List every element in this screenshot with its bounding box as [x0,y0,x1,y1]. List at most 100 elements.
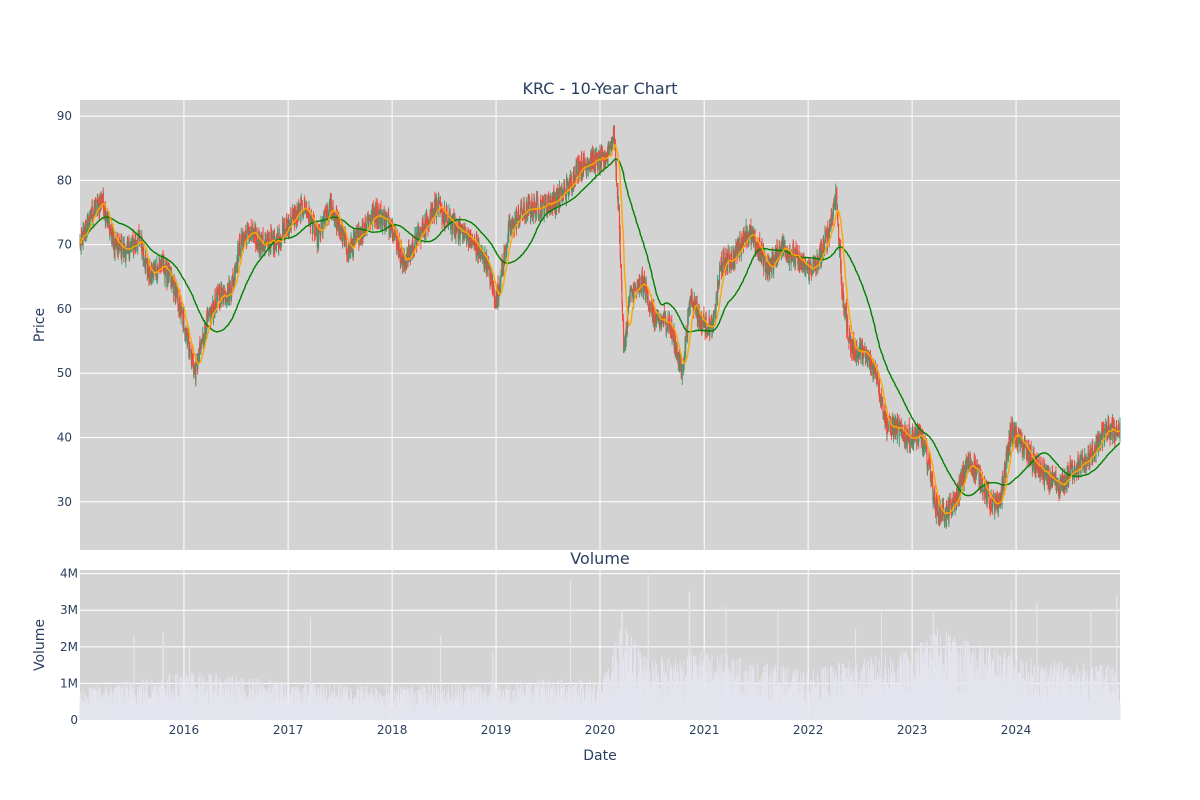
candle-body [992,496,994,498]
candle-body [218,288,220,299]
candle-body [781,236,783,245]
candle-body [1006,445,1008,453]
candle-body [932,486,934,500]
candle-body [713,309,715,318]
candle-body [980,489,982,492]
candle-body [113,233,115,242]
candle-body [671,328,673,333]
candle-body [679,356,681,369]
candle-body [582,172,584,175]
candle-body [284,224,286,241]
candle-body [1046,467,1048,478]
candle-body [1036,459,1038,469]
candle-body [834,199,836,205]
candle-body [225,297,227,301]
candle-body [773,256,775,265]
candle-body [333,211,334,221]
candle-body [853,339,855,358]
candle-body [184,335,186,338]
candle-body [837,215,839,223]
candle-body [825,235,826,238]
candle-body [362,228,364,237]
candle-body [942,505,944,522]
candle-body [242,231,244,245]
candle-body [902,430,904,438]
candle-body [651,302,653,305]
candle-body [926,448,928,466]
candle-body [778,250,780,261]
candle-body [937,501,938,516]
candle-body [722,256,724,273]
candle-body [986,486,988,503]
candle-body [663,311,665,316]
candle-body [757,252,759,257]
candle-body [398,241,400,254]
candle-body [91,206,93,221]
candle-body [86,220,88,237]
candle-body [327,206,328,213]
candle-body [849,331,851,336]
candle-body [370,215,372,222]
candle-body [514,218,516,226]
candle-body [783,239,785,243]
candle-body [167,267,169,284]
candle-body [492,280,494,290]
candle-body [345,235,347,248]
candle-body [938,505,940,520]
candle-body [903,437,905,442]
candle-body [593,155,595,169]
candle-body [788,250,790,264]
candle-body [893,421,895,437]
candle-body [769,263,771,280]
candle-body [276,241,277,249]
candle-body [506,248,508,250]
candle-body [89,224,91,226]
candle-body [614,131,615,141]
candle-body [577,160,579,175]
candle-body [904,429,906,441]
candle-body [801,261,803,269]
candle-body [1019,434,1021,450]
candle-body [956,488,958,502]
candle-body [255,229,257,247]
candle-body [319,225,320,231]
candle-body [380,218,382,226]
candle-body [112,228,114,247]
candle-body [766,268,768,278]
candle-body [260,235,261,251]
candle-body [560,188,562,193]
candle-body [525,203,527,217]
candle-body [111,227,113,239]
candle-body [584,162,586,167]
candle-body [432,208,434,218]
candle-body [408,245,410,257]
candle-body [695,302,697,316]
candle-body [143,261,145,263]
candle-body [1033,453,1035,473]
candle-body [935,499,937,517]
candle-body [859,343,861,355]
candle-body [416,233,418,247]
candle-body [418,232,420,242]
candle-body [543,199,545,202]
candle-body [1008,437,1010,453]
candle-body [200,342,202,350]
candle-body [221,288,223,292]
candle-body [183,318,185,331]
candle-body [683,355,685,363]
candle-body [911,442,912,444]
candle-body [827,226,829,239]
candle-body [568,193,570,195]
candle-body [546,206,548,213]
candle-body [1049,472,1051,486]
candle-body [500,284,502,290]
candle-body [700,316,702,329]
candle-body [907,437,909,442]
candle-body [959,479,961,499]
candle-body [570,178,572,186]
candle-body [237,246,239,267]
candle-body [323,215,324,223]
candle-body [527,209,529,221]
candle-body [372,204,374,214]
candle-body [624,340,625,348]
